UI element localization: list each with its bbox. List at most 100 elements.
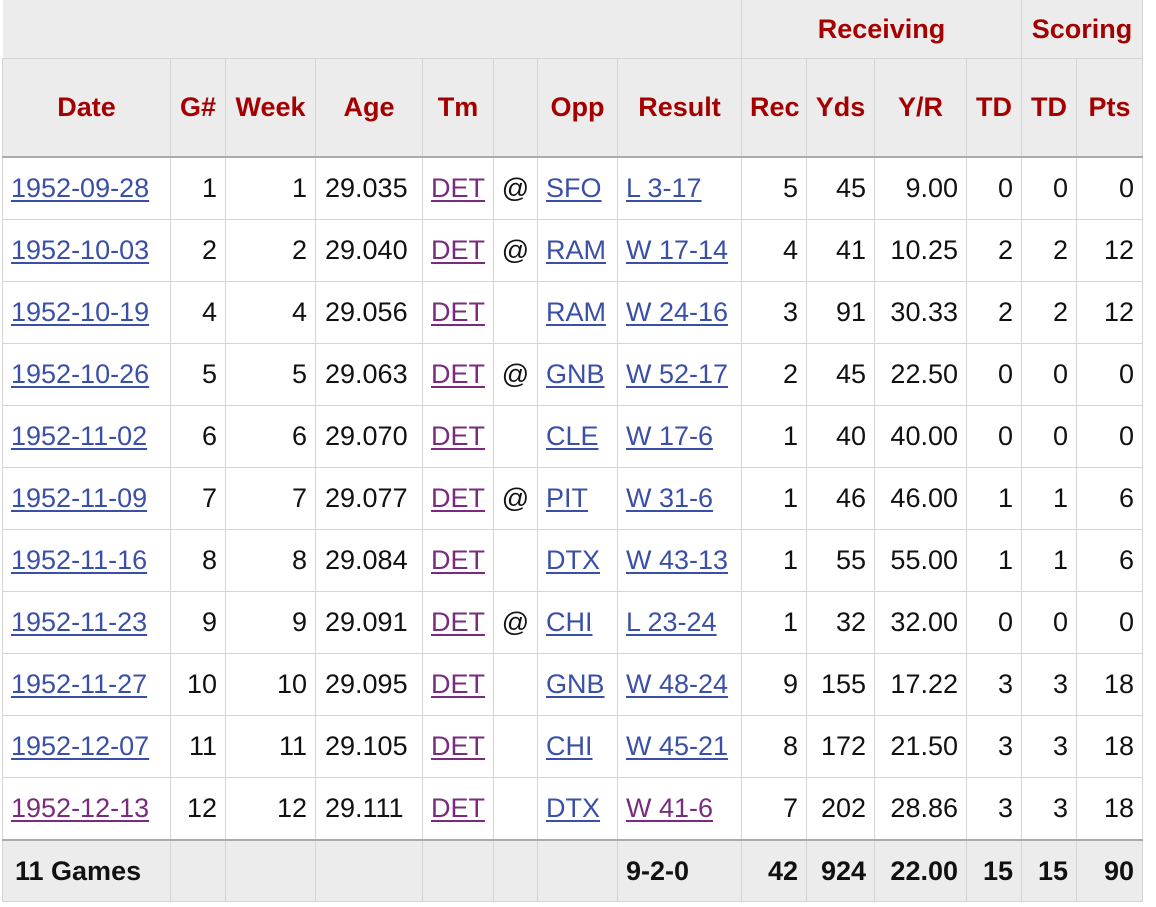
date-link[interactable]: 1952-11-23 (11, 607, 148, 637)
scoring-td-cell: 2 (1021, 281, 1077, 344)
col-header-week[interactable]: Week (225, 58, 316, 158)
opponent-link[interactable]: DTX (546, 545, 600, 575)
opponent-link[interactable]: CHI (546, 607, 593, 637)
team-link[interactable]: DET (431, 607, 485, 637)
totals-yards: 924 (806, 839, 875, 902)
col-header-yards[interactable]: Yds (806, 58, 875, 158)
date-link[interactable]: 1952-11-09 (11, 483, 148, 513)
opponent-link[interactable]: CHI (546, 731, 593, 761)
result-link[interactable]: W 31-6 (626, 483, 714, 513)
date-link[interactable]: 1952-12-07 (11, 731, 150, 761)
scoring-td-cell: 1 (1021, 467, 1077, 530)
team-link[interactable]: DET (431, 545, 485, 575)
receptions-cell: 7 (741, 777, 807, 841)
receiving-td-cell: 0 (966, 591, 1022, 654)
col-header-receiving-td[interactable]: TD (966, 58, 1022, 158)
date-link[interactable]: 1952-10-03 (11, 235, 150, 265)
game-number-cell: 7 (170, 467, 226, 530)
result-cell: W 24-16 (617, 281, 742, 344)
result-link[interactable]: W 17-14 (626, 235, 729, 265)
team-link[interactable]: DET (431, 297, 485, 327)
date-link[interactable]: 1952-12-13 (11, 793, 150, 823)
yards-cell: 45 (806, 343, 875, 406)
team-link[interactable]: DET (431, 793, 485, 823)
location-cell (493, 281, 538, 344)
yards-cell: 40 (806, 405, 875, 468)
col-header-yards-per-reception[interactable]: Y/R (874, 58, 967, 158)
totals-cell-blank (170, 839, 226, 902)
opponent-link[interactable]: CLE (546, 421, 599, 451)
col-header-team[interactable]: Tm (422, 58, 494, 158)
table-row: 1952-11-09 7 7 29.077 DET @ PIT W 31-6 1 46 46.00 1… (2, 467, 1144, 530)
date-cell: 1952-10-26 (2, 343, 171, 406)
table-row: 1952-10-19 4 4 29.056 DET RAM W 24-16 3 91 30.33 2… (2, 281, 1144, 344)
result-link[interactable]: W 52-17 (626, 359, 729, 389)
team-link[interactable]: DET (431, 359, 485, 389)
result-cell: W 48-24 (617, 653, 742, 716)
age-cell: 29.095 (315, 653, 423, 716)
team-link[interactable]: DET (431, 731, 485, 761)
points-cell: 0 (1075, 343, 1144, 406)
col-header-date[interactable]: Date (2, 58, 171, 158)
opponent-cell: DTX (537, 529, 618, 592)
receptions-cell: 2 (741, 343, 807, 406)
totals-cell-blank (422, 839, 494, 902)
location-cell: @ (493, 219, 538, 282)
opponent-link[interactable]: RAM (546, 235, 606, 265)
opponent-link[interactable]: SFO (546, 173, 602, 203)
date-link[interactable]: 1952-11-02 (11, 421, 148, 451)
date-link[interactable]: 1952-11-27 (11, 669, 148, 699)
date-link[interactable]: 1952-09-28 (11, 173, 150, 203)
yards-cell: 46 (806, 467, 875, 530)
col-header-receptions[interactable]: Rec (741, 58, 807, 158)
date-link[interactable]: 1952-10-26 (11, 359, 150, 389)
result-link[interactable]: W 41-6 (626, 793, 714, 823)
date-link[interactable]: 1952-11-16 (11, 545, 148, 575)
opponent-link[interactable]: PIT (546, 483, 589, 513)
col-header-game-number[interactable]: G# (170, 58, 226, 158)
col-header-scoring-td[interactable]: TD (1021, 58, 1077, 158)
opponent-link[interactable]: GNB (546, 669, 605, 699)
team-link[interactable]: DET (431, 235, 485, 265)
result-link[interactable]: W 17-6 (626, 421, 714, 451)
result-link[interactable]: W 24-16 (626, 297, 729, 327)
location-cell (493, 653, 538, 716)
team-link[interactable]: DET (431, 669, 485, 699)
receptions-cell: 1 (741, 467, 807, 530)
col-header-result[interactable]: Result (617, 58, 742, 158)
team-link[interactable]: DET (431, 173, 485, 203)
yards-per-reception-cell: 55.00 (874, 529, 967, 592)
result-link[interactable]: W 48-24 (626, 669, 729, 699)
date-cell: 1952-10-03 (2, 219, 171, 282)
opponent-link[interactable]: GNB (546, 359, 605, 389)
receptions-cell: 1 (741, 529, 807, 592)
week-cell: 11 (225, 715, 316, 778)
group-header-receiving: Receiving (741, 0, 1022, 59)
team-link[interactable]: DET (431, 421, 485, 451)
opponent-link[interactable]: RAM (546, 297, 606, 327)
points-cell: 12 (1075, 281, 1144, 344)
date-link[interactable]: 1952-10-19 (11, 297, 150, 327)
col-header-points[interactable]: Pts (1075, 58, 1144, 158)
scoring-td-cell: 1 (1021, 529, 1077, 592)
opponent-cell: RAM (537, 219, 618, 282)
result-link[interactable]: W 45-21 (626, 731, 729, 761)
points-cell: 18 (1075, 777, 1144, 841)
game-number-cell: 10 (170, 653, 226, 716)
result-link[interactable]: L 3-17 (626, 173, 702, 203)
col-header-opponent[interactable]: Opp (537, 58, 618, 158)
week-cell: 4 (225, 281, 316, 344)
date-cell: 1952-10-19 (2, 281, 171, 344)
result-link[interactable]: L 23-24 (626, 607, 717, 637)
team-link[interactable]: DET (431, 483, 485, 513)
date-cell: 1952-11-27 (2, 653, 171, 716)
location-cell: @ (493, 467, 538, 530)
week-cell: 8 (225, 529, 316, 592)
game-rows: 1952-09-28 1 1 29.035 DET @ SFO L 3-17 5 45 9.00 0 0… (2, 156, 1144, 841)
opponent-link[interactable]: DTX (546, 793, 600, 823)
result-link[interactable]: W 43-13 (626, 545, 729, 575)
col-header-age[interactable]: Age (315, 58, 423, 158)
totals-scoring-td: 15 (1021, 839, 1077, 902)
week-cell: 10 (225, 653, 316, 716)
game-number-cell: 12 (170, 777, 226, 841)
